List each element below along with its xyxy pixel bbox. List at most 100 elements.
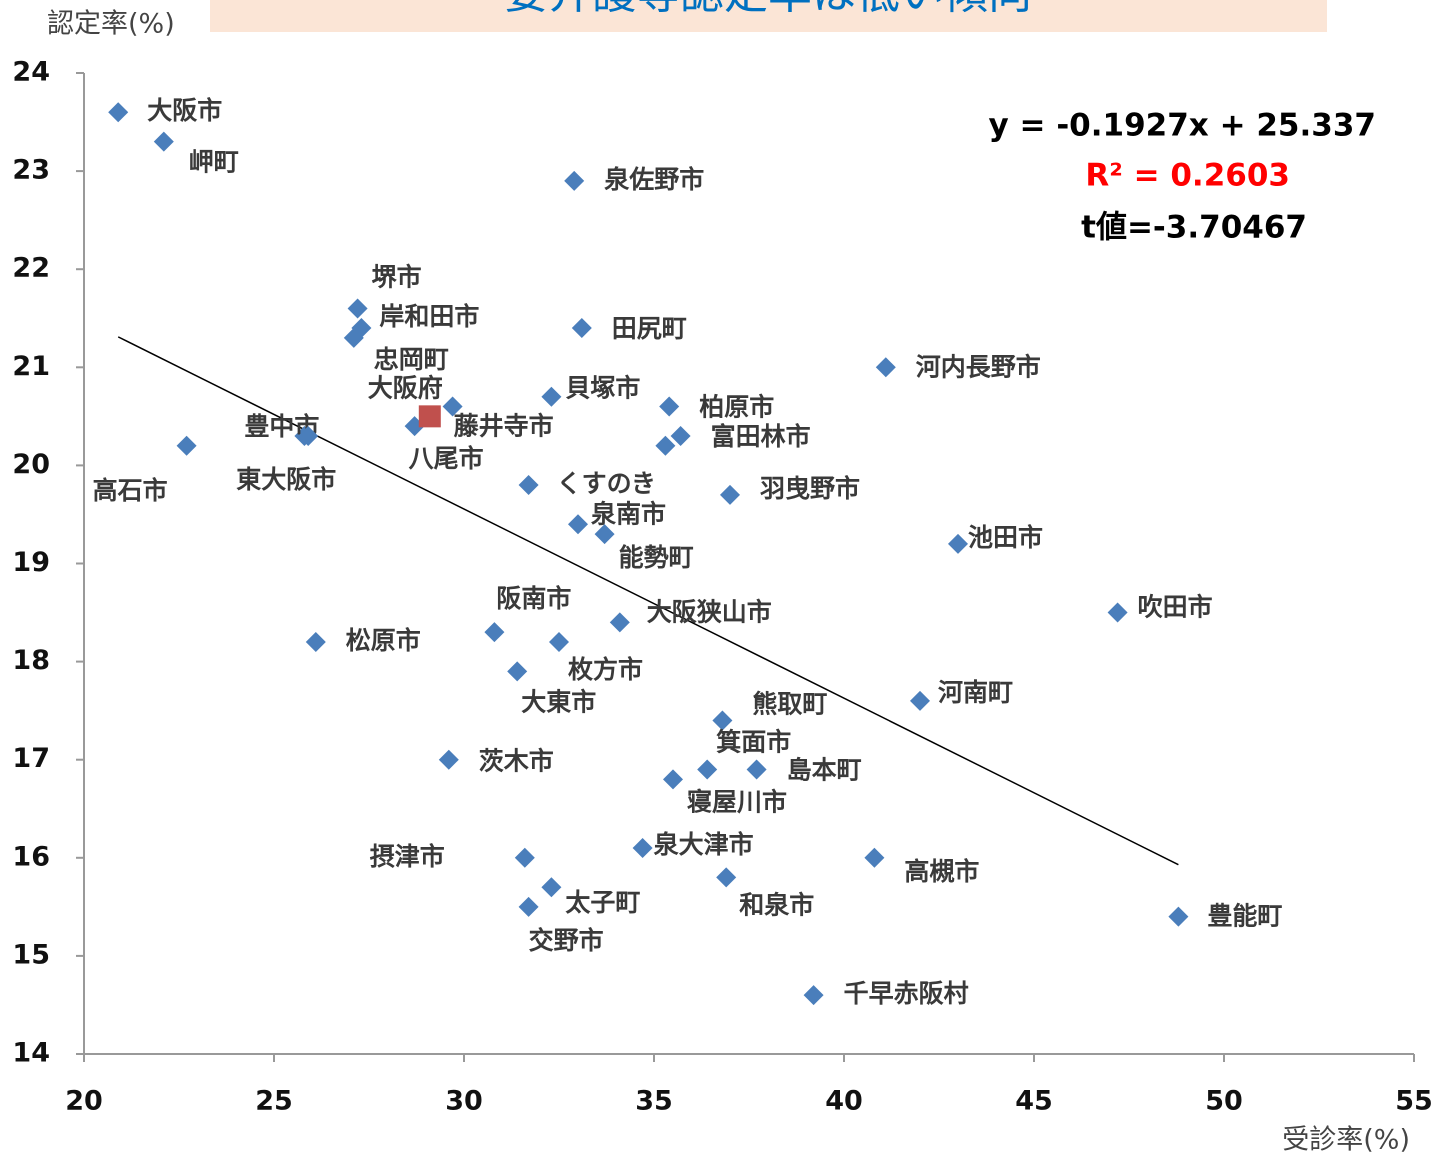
point-label: 大東市 bbox=[521, 687, 596, 716]
point bbox=[484, 622, 505, 643]
point bbox=[176, 435, 197, 456]
point-label: 吹田市 bbox=[1138, 593, 1213, 622]
point-label: くすのき bbox=[557, 469, 656, 498]
point-label: 豊能町 bbox=[1207, 902, 1282, 931]
x-tick-label: 45 bbox=[1015, 1086, 1053, 1117]
point bbox=[632, 837, 653, 858]
point-label: 東大阪市 bbox=[236, 465, 336, 494]
point bbox=[1107, 602, 1128, 623]
point-label: 枚方市 bbox=[568, 655, 643, 684]
point bbox=[305, 631, 326, 652]
point-label: 泉大津市 bbox=[654, 830, 754, 859]
point-label: 摂津市 bbox=[370, 842, 445, 871]
x-tick-label: 35 bbox=[635, 1086, 673, 1117]
title-box bbox=[210, 0, 1327, 32]
point-label: 河南町 bbox=[938, 678, 1013, 707]
point-label: 忠岡町 bbox=[374, 345, 449, 374]
point-label: 岬町 bbox=[189, 148, 239, 177]
chart-title: 要介護等認定率は低い傾向 bbox=[504, 0, 1032, 19]
point bbox=[541, 386, 562, 407]
x-tick-label: 20 bbox=[65, 1086, 103, 1117]
point-label: 岸和田市 bbox=[379, 302, 479, 331]
point-label: 堺市 bbox=[372, 262, 422, 291]
x-tick-label: 40 bbox=[825, 1086, 863, 1117]
point-label: 泉佐野市 bbox=[604, 165, 704, 194]
point-label: 島本町 bbox=[787, 756, 862, 785]
point-label: 大阪市 bbox=[147, 96, 222, 125]
point bbox=[663, 769, 683, 790]
point-label: 寝屋川市 bbox=[687, 787, 787, 816]
point bbox=[541, 877, 562, 898]
point-label: 和泉市 bbox=[739, 890, 814, 919]
point bbox=[910, 690, 930, 711]
point bbox=[655, 435, 676, 456]
point-label: 阪南市 bbox=[496, 584, 571, 613]
point-label: 貝塚市 bbox=[565, 374, 640, 403]
point bbox=[875, 357, 896, 378]
point bbox=[568, 514, 588, 535]
point-label: 田尻町 bbox=[612, 314, 687, 343]
x-tick-label: 30 bbox=[445, 1086, 483, 1117]
point-label: 千早赤阪村 bbox=[844, 979, 969, 1008]
point bbox=[153, 131, 174, 152]
x-tick-label: 25 bbox=[255, 1086, 293, 1117]
point-label: 大阪府 bbox=[368, 373, 443, 402]
point bbox=[518, 475, 539, 496]
y-tick-label: 14 bbox=[12, 1038, 50, 1069]
point bbox=[1168, 906, 1189, 927]
point-label: 茨木市 bbox=[479, 747, 554, 776]
point-label: 柏原市 bbox=[699, 393, 774, 422]
point bbox=[518, 896, 539, 917]
point-label: 羽曳野市 bbox=[760, 474, 860, 503]
point-label: 大阪狭山市 bbox=[647, 597, 772, 626]
y-tick-label: 17 bbox=[12, 743, 50, 774]
point-label: 高槻市 bbox=[904, 857, 979, 886]
point bbox=[418, 405, 441, 428]
point bbox=[948, 533, 968, 554]
point-label: 富田林市 bbox=[711, 422, 811, 451]
annotation: R² = 0.2603 bbox=[1085, 158, 1290, 194]
y-tick-label: 24 bbox=[12, 57, 50, 88]
annotation: y = -0.1927x + 25.337 bbox=[989, 108, 1376, 144]
point bbox=[697, 759, 718, 780]
point-label: 高石市 bbox=[93, 476, 168, 505]
point-label: 交野市 bbox=[529, 926, 604, 955]
point-label: 箕面市 bbox=[716, 728, 791, 757]
point bbox=[298, 425, 319, 446]
point-label: 松原市 bbox=[346, 626, 421, 655]
point-label: 泉南市 bbox=[591, 499, 666, 528]
y-axis-label: 認定率(%) bbox=[47, 9, 175, 40]
point bbox=[659, 396, 680, 417]
point bbox=[343, 327, 364, 348]
point bbox=[716, 867, 737, 888]
x-tick-label: 50 bbox=[1205, 1086, 1243, 1117]
y-tick-label: 19 bbox=[12, 547, 50, 578]
point-label: 河内長野市 bbox=[916, 352, 1041, 381]
point-label: 藤井寺市 bbox=[454, 412, 554, 441]
point bbox=[438, 749, 459, 770]
point bbox=[347, 298, 368, 319]
y-tick-label: 21 bbox=[12, 351, 50, 382]
point bbox=[564, 170, 585, 191]
point bbox=[609, 612, 630, 633]
trendline bbox=[117, 336, 1179, 866]
point bbox=[507, 661, 528, 682]
y-tick-label: 15 bbox=[12, 939, 50, 970]
y-tick-label: 20 bbox=[12, 449, 50, 480]
point bbox=[571, 318, 592, 339]
point-label: 池田市 bbox=[968, 523, 1043, 552]
y-tick-label: 22 bbox=[12, 253, 50, 284]
point-label: 太子町 bbox=[565, 888, 640, 917]
point bbox=[803, 985, 824, 1006]
y-tick-label: 23 bbox=[12, 155, 50, 186]
x-axis-label: 受診率(%) bbox=[1282, 1125, 1410, 1156]
point bbox=[864, 847, 885, 868]
point bbox=[442, 396, 463, 417]
point bbox=[712, 710, 733, 731]
point-label: 能勢町 bbox=[619, 543, 694, 572]
annotation: t値=-3.70467 bbox=[1081, 210, 1307, 246]
point bbox=[549, 631, 569, 652]
x-tick-label: 55 bbox=[1395, 1086, 1433, 1117]
